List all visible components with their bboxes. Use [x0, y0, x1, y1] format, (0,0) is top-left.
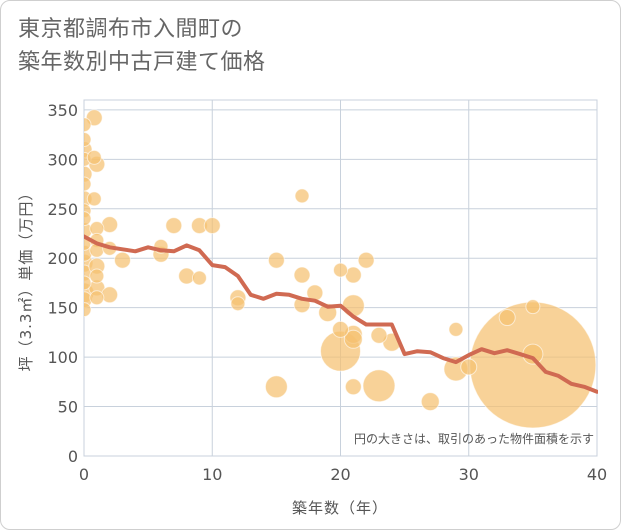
data-bubble: [264, 375, 288, 399]
trend-line: [84, 234, 598, 394]
data-bubble: [343, 329, 363, 349]
chart-title-line-2: 築年数別中古戸建て価格: [18, 50, 266, 75]
data-bubble: [84, 132, 92, 148]
x-tick-label: 40: [587, 465, 607, 484]
y-tick-label: 250: [47, 200, 78, 219]
data-bubble: [101, 286, 119, 304]
data-bubble: [370, 326, 388, 344]
x-tick-label: 30: [459, 465, 479, 484]
data-bubble: [86, 149, 102, 165]
tick-labels: 0 10 20 30 40 0 50 100 150 200 250 300 350: [47, 101, 607, 484]
data-bubble: [191, 270, 207, 286]
chart-title: 東京都調布市入間町の 築年数別中古戸建て価格: [18, 13, 266, 79]
x-tick-label: 10: [202, 465, 222, 484]
data-bubble: [165, 217, 183, 235]
data-bubble: [113, 251, 131, 269]
data-bubble: [525, 299, 541, 315]
y-tick-label: 100: [47, 348, 78, 367]
y-tick-label: 200: [47, 249, 78, 268]
data-bubble: [460, 358, 478, 376]
data-bubble: [89, 268, 105, 284]
data-bubble: [230, 296, 246, 312]
y-tick-label: 0: [68, 447, 78, 466]
data-bubble: [293, 266, 311, 284]
data-bubble: [84, 176, 92, 192]
data-bubble: [357, 251, 375, 269]
y-tick-label: 50: [58, 398, 78, 417]
x-tick-label: 20: [330, 465, 350, 484]
data-bubble: [332, 320, 349, 338]
data-bubble: [89, 290, 105, 306]
chart-title-line-1: 東京都調布市入間町の: [18, 17, 244, 42]
data-bubble: [84, 302, 92, 318]
data-bubble: [469, 301, 597, 429]
data-bubble: [267, 251, 285, 269]
data-bubble: [84, 275, 92, 291]
y-tick-label: 150: [47, 299, 78, 318]
data-bubble: [448, 321, 464, 337]
x-axis-label: 築年数（年）: [292, 499, 388, 517]
data-bubble: [341, 294, 365, 318]
y-axis-label: 坪（3.3㎡）単価（万円）: [17, 185, 35, 372]
data-bubble: [344, 378, 362, 396]
data-bubble: [294, 188, 310, 204]
data-bubble: [84, 117, 92, 133]
bubble-layer: [84, 109, 597, 429]
data-bubble: [362, 369, 396, 403]
y-tick-label: 350: [47, 101, 78, 120]
size-note: 円の大きさは、取引のあった物件面積を示す: [354, 431, 594, 446]
data-bubble: [420, 392, 440, 412]
data-bubble: [333, 262, 348, 278]
trend-layer: [84, 234, 598, 394]
data-bubble: [86, 191, 102, 207]
data-bubble: [498, 309, 516, 327]
y-tick-label: 300: [47, 150, 78, 169]
data-bubble: [84, 211, 92, 227]
x-tick-label: 0: [79, 465, 89, 484]
data-bubble: [203, 217, 221, 235]
